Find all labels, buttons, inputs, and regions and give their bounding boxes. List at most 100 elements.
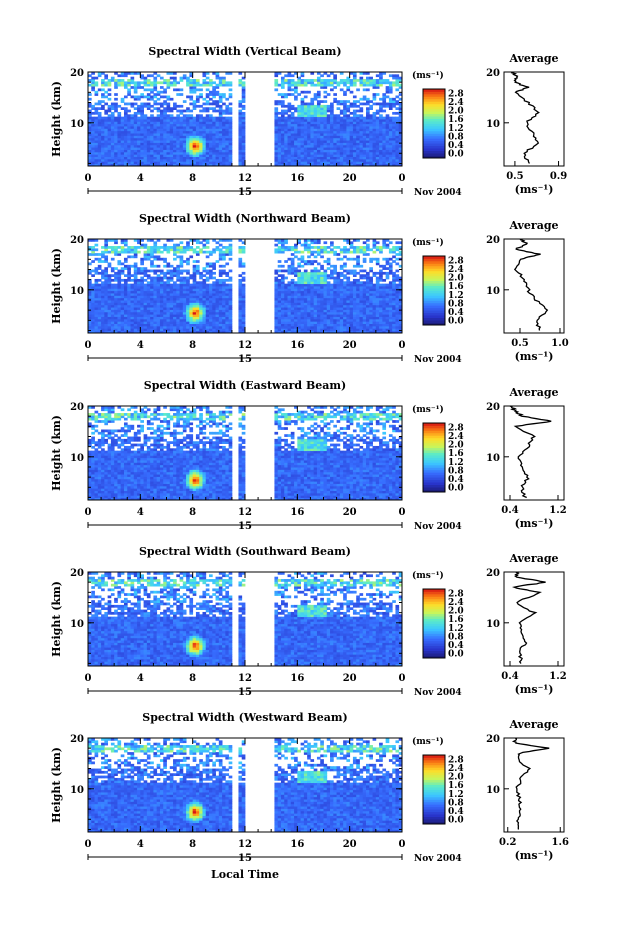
average-y-tick-label: 20 [486,68,500,79]
heatmap-cell [303,307,308,310]
heatmap-cell [153,102,158,106]
colorbar-segment [423,106,445,110]
heatmap-cell [326,260,331,263]
heatmap-cell [153,147,158,150]
heatmap-cell [127,137,131,141]
heatmap-cell [287,147,292,150]
heatmap-cell [107,264,112,268]
heatmap-cell [356,133,360,136]
heatmap-cell [241,81,246,85]
heatmap-cell [114,302,118,306]
heatmap-cell [290,93,295,96]
heatmap-cell [153,86,158,89]
heatmap-cell [117,142,122,146]
heatmap-cell [241,83,246,87]
heatmap-cell [133,264,138,268]
heatmap-cell [385,156,390,160]
heatmap-cell [182,130,187,134]
heatmap-cell [294,318,298,322]
heatmap-cell [307,293,311,296]
heatmap-cell [225,83,230,87]
heatmap-cell [169,76,174,80]
heatmap-cell [238,79,243,82]
heatmap-cell [307,121,311,125]
heatmap-cell [199,316,203,320]
heatmap-cell [346,142,351,146]
heatmap-cell [123,281,128,285]
heatmap-cell [303,149,308,153]
heatmap-cell [349,243,354,247]
heatmap-cell [352,314,357,317]
heatmap-cell [166,328,171,332]
heatmap-cell [274,250,279,254]
heatmap-cell [199,314,203,317]
heatmap-cell [146,257,151,261]
heatmap-cell [140,156,144,160]
heatmap-cell [222,83,226,87]
heatmap-cell [140,311,144,315]
heatmap-cell [146,102,151,106]
heatmap-cell [166,321,171,324]
heatmap-cell [166,119,171,122]
heatmap-cell [114,316,118,320]
heatmap-cell [323,151,328,155]
heatmap-cell [326,286,331,289]
heatmap-cell [176,264,180,268]
heatmap-cell [339,161,344,165]
heatmap-cell [218,144,223,148]
heatmap-cell [150,304,154,308]
heatmap-cell [287,142,292,146]
heatmap-cell [189,151,194,155]
heatmap-cell [290,121,295,125]
heatmap-cell [313,140,318,143]
heatmap-cell [192,276,197,280]
heatmap-cell [205,137,210,141]
heatmap-cell [277,123,282,127]
heatmap-cell [238,248,243,252]
heatmap-cell [166,269,171,273]
heatmap-cell [228,121,233,125]
heatmap-cell [182,100,187,103]
heatmap-cell [159,316,164,320]
heatmap-cell [123,144,128,148]
heatmap-cell [110,290,115,294]
heatmap-cell [179,130,184,134]
heatmap-cell [110,330,115,334]
heatmap-cell [127,307,131,310]
heatmap-cell [225,72,230,75]
heatmap-cell [163,286,167,289]
heatmap-cell [362,119,367,122]
heatmap-cell [117,83,122,87]
heatmap-cell [228,283,233,287]
heatmap-cell [385,154,390,157]
heatmap-cell [222,111,226,115]
heatmap-cell [173,121,177,125]
heatmap-cell [169,154,174,157]
heatmap-cell [150,126,154,129]
heatmap-cell [241,149,246,153]
heatmap-cell [388,133,393,136]
heatmap-cell [316,128,321,132]
heatmap-cell [238,293,243,296]
heatmap-cell [388,142,393,146]
heatmap-cell [195,126,200,129]
heatmap-cell [166,130,171,134]
heatmap-cell [284,241,288,245]
heatmap-cell [326,154,331,157]
heatmap-cell [97,119,102,122]
heatmap-cell [300,271,305,275]
heatmap-cell [385,130,390,134]
heatmap-cell [375,123,380,127]
heatmap-cell [133,102,138,106]
heatmap-cell [385,135,390,139]
heatmap-cell [395,83,400,87]
heatmap-cell [330,304,334,308]
heatmap-cell [280,119,285,122]
heatmap-cell [382,156,387,160]
heatmap-cell [130,116,135,120]
heatmap-cell [339,297,344,301]
heatmap-cell [369,161,373,165]
heatmap-cell [359,79,364,82]
heatmap-cell [290,271,295,275]
heatmap-cell [372,163,377,167]
